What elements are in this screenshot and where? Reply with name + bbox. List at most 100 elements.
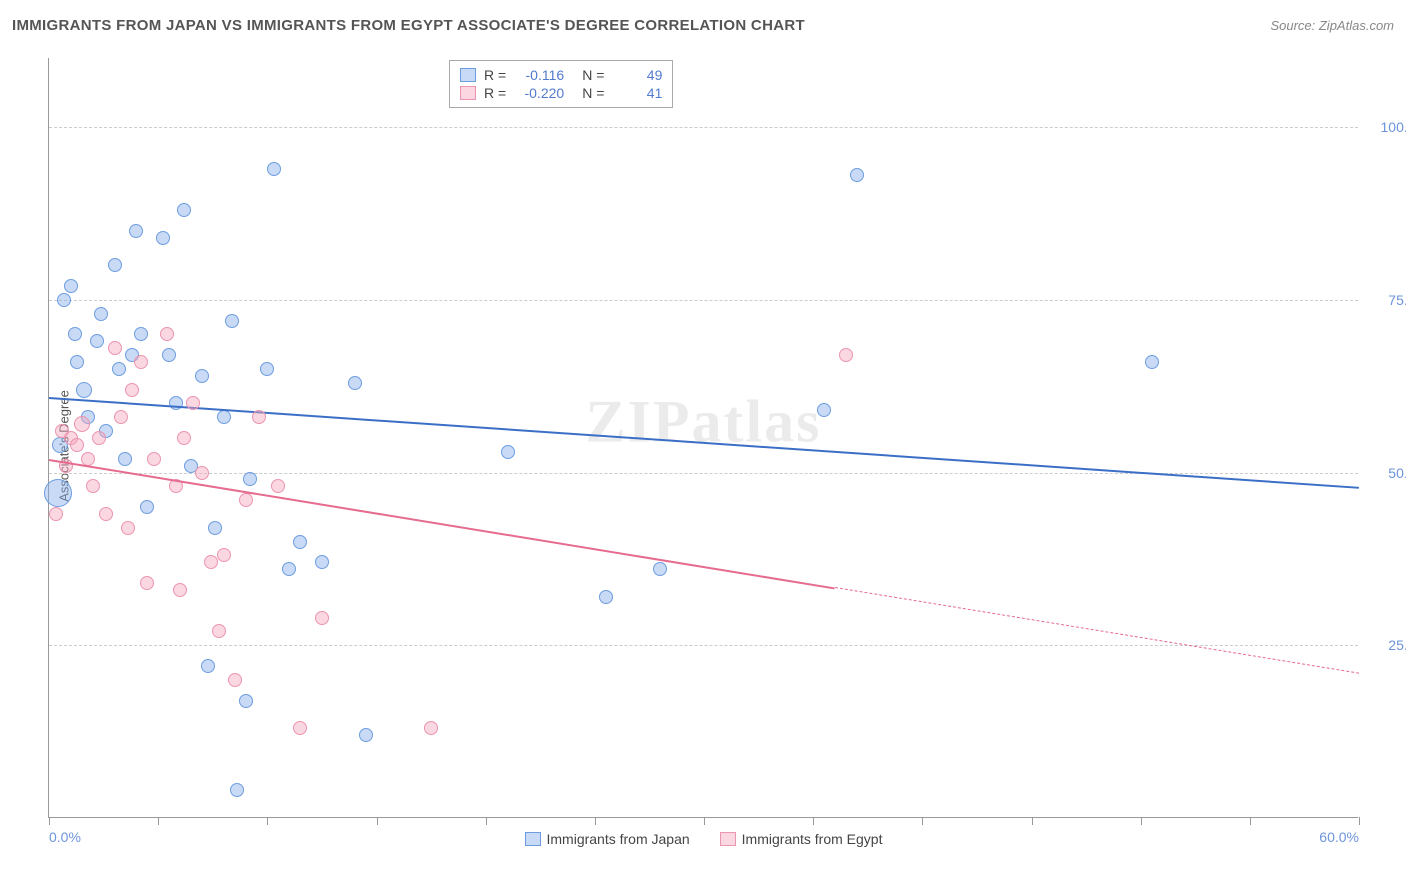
data-point [70, 355, 84, 369]
y-tick-label: 75.0% [1368, 292, 1406, 308]
data-point [114, 410, 128, 424]
data-point [212, 624, 226, 638]
data-point [129, 224, 143, 238]
data-point [817, 403, 831, 417]
data-point [204, 555, 218, 569]
legend-n-label: N = [582, 67, 604, 83]
watermark-text: ZIPatlas [585, 388, 821, 457]
data-point [839, 348, 853, 362]
y-tick-label: 50.0% [1368, 465, 1406, 481]
x-tick [486, 817, 487, 825]
data-point [160, 327, 174, 341]
data-point [140, 500, 154, 514]
data-point [195, 369, 209, 383]
data-point [112, 362, 126, 376]
legend-item: Immigrants from Egypt [720, 831, 883, 847]
data-point [49, 507, 63, 521]
data-point [260, 362, 274, 376]
y-tick-label: 25.0% [1368, 637, 1406, 653]
data-point [267, 162, 281, 176]
x-tick [158, 817, 159, 825]
legend-r-label: R = [484, 85, 506, 101]
data-point [156, 231, 170, 245]
legend-swatch [460, 68, 476, 82]
data-point [228, 673, 242, 687]
x-tick [1141, 817, 1142, 825]
x-tick [1250, 817, 1251, 825]
data-point [243, 472, 257, 486]
data-point [169, 396, 183, 410]
legend-r-value: -0.220 [514, 85, 564, 101]
trend-line [835, 587, 1359, 674]
data-point [177, 431, 191, 445]
x-tick [1032, 817, 1033, 825]
chart-plot-area: ZIPatlas R =-0.116N =49R =-0.220N =41 Im… [48, 58, 1358, 818]
data-point [108, 258, 122, 272]
data-point [92, 431, 106, 445]
legend-swatch [460, 86, 476, 100]
data-point [239, 694, 253, 708]
legend-n-label: N = [582, 85, 604, 101]
data-point [125, 383, 139, 397]
data-point [99, 507, 113, 521]
legend-r-value: -0.116 [514, 67, 564, 83]
data-point [74, 416, 90, 432]
data-point [282, 562, 296, 576]
chart-title: IMMIGRANTS FROM JAPAN VS IMMIGRANTS FROM… [12, 17, 805, 34]
data-point [424, 721, 438, 735]
data-point [239, 493, 253, 507]
legend-label: Immigrants from Egypt [742, 831, 883, 847]
series-legend: Immigrants from Japan Immigrants from Egy… [525, 831, 883, 847]
data-point [501, 445, 515, 459]
data-point [57, 293, 71, 307]
data-point [850, 168, 864, 182]
legend-swatch [720, 832, 736, 846]
chart-source: Source: ZipAtlas.com [1270, 18, 1394, 33]
data-point [271, 479, 285, 493]
trend-line [49, 459, 835, 589]
legend-r-label: R = [484, 67, 506, 83]
data-point [94, 307, 108, 321]
data-point [121, 521, 135, 535]
legend-n-value: 49 [612, 67, 662, 83]
data-point [230, 783, 244, 797]
legend-swatch [525, 832, 541, 846]
gridline [49, 300, 1358, 301]
chart-header: IMMIGRANTS FROM JAPAN VS IMMIGRANTS FROM… [12, 10, 1394, 40]
data-point [118, 452, 132, 466]
x-tick [595, 817, 596, 825]
data-point [108, 341, 122, 355]
data-point [177, 203, 191, 217]
legend-item: Immigrants from Japan [525, 831, 690, 847]
data-point [86, 479, 100, 493]
data-point [225, 314, 239, 328]
data-point [653, 562, 667, 576]
data-point [195, 466, 209, 480]
correlation-legend: R =-0.116N =49R =-0.220N =41 [449, 60, 673, 108]
data-point [81, 452, 95, 466]
data-point [217, 410, 231, 424]
x-tick [922, 817, 923, 825]
data-point [359, 728, 373, 742]
data-point [348, 376, 362, 390]
x-tick [704, 817, 705, 825]
data-point [70, 438, 84, 452]
x-tick [813, 817, 814, 825]
data-point [147, 452, 161, 466]
data-point [315, 611, 329, 625]
legend-row: R =-0.220N =41 [460, 85, 662, 101]
data-point [64, 279, 78, 293]
data-point [68, 327, 82, 341]
x-tick [377, 817, 378, 825]
data-point [201, 659, 215, 673]
data-point [44, 479, 72, 507]
x-tick [49, 817, 50, 825]
gridline [49, 127, 1358, 128]
data-point [252, 410, 266, 424]
x-tick [267, 817, 268, 825]
data-point [599, 590, 613, 604]
data-point [76, 382, 92, 398]
x-tick [1359, 817, 1360, 825]
data-point [293, 721, 307, 735]
legend-label: Immigrants from Japan [547, 831, 690, 847]
